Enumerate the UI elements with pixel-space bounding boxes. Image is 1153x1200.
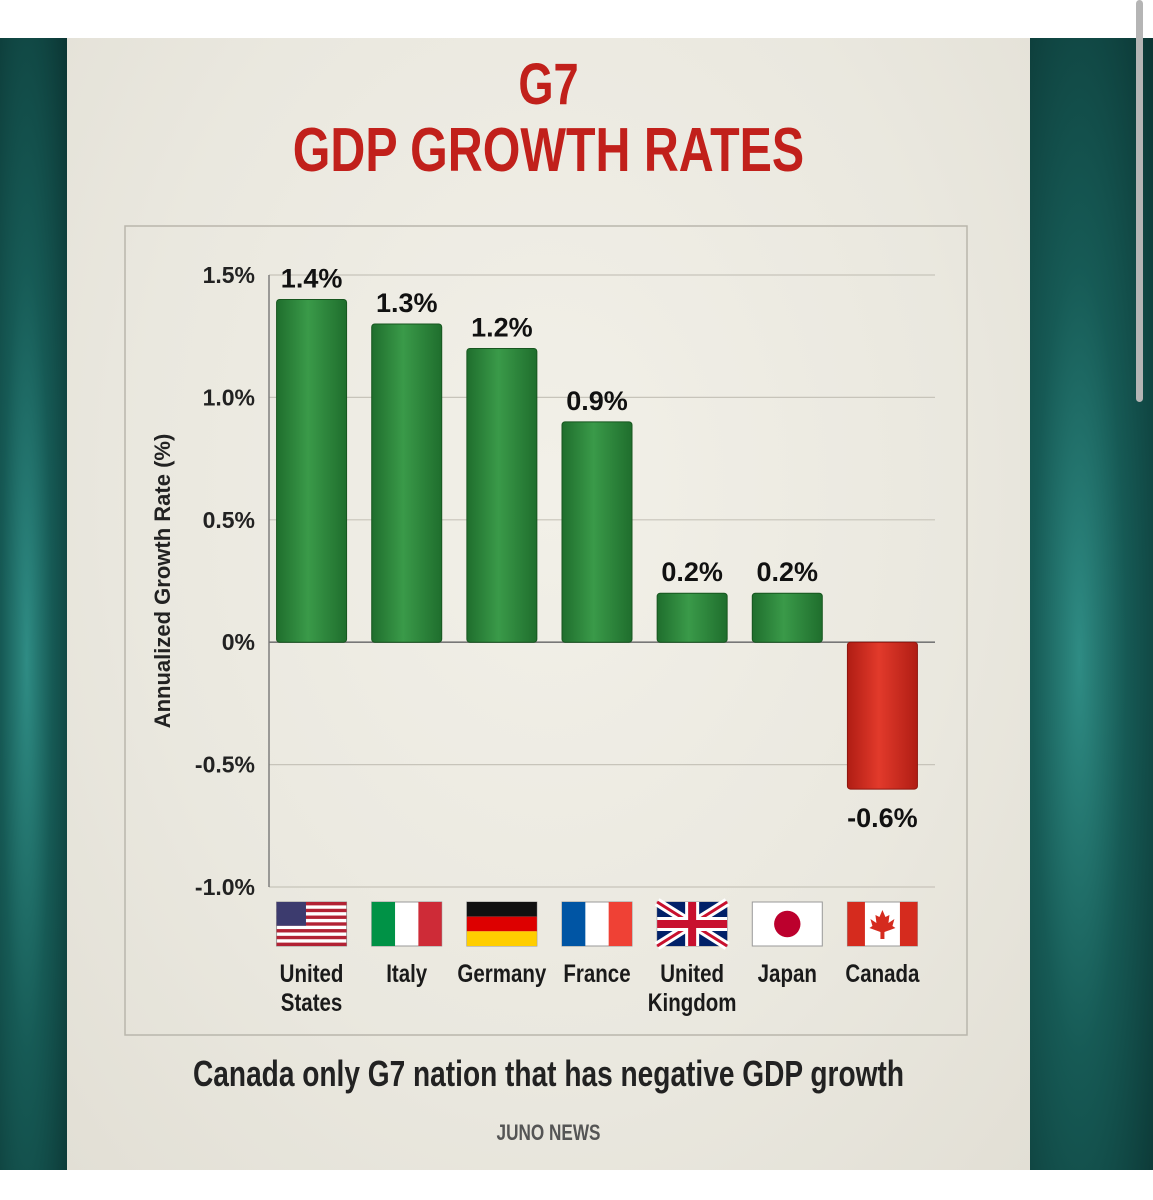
data-label: 0.9% bbox=[566, 386, 628, 416]
y-tick-label: -0.5% bbox=[195, 752, 255, 778]
chart-subtitle: GDP GROWTH RATES bbox=[292, 116, 805, 185]
infographic-card: G7 GDP GROWTH RATES 1.5% 1.0% 0.5% 0% -0.5% -… bbox=[67, 38, 1030, 1170]
category-label: United bbox=[660, 959, 724, 987]
y-tick-label: 1.5% bbox=[203, 262, 255, 288]
us-flag-icon bbox=[276, 901, 348, 947]
y-tick-label: -1.0% bbox=[195, 874, 255, 900]
uk-flag-icon bbox=[654, 898, 730, 950]
bar-united-kingdom bbox=[656, 592, 728, 643]
category-label: Germany bbox=[457, 959, 546, 987]
category-label: France bbox=[563, 959, 630, 987]
y-tick-label: 0% bbox=[222, 629, 255, 655]
category-label: United bbox=[280, 959, 344, 987]
canada-flag-icon bbox=[846, 901, 918, 947]
chart-caption: Canada only G7 nation that has negative … bbox=[193, 1053, 904, 1094]
chart-title: G7 bbox=[518, 52, 579, 117]
y-tick-label: 1.0% bbox=[203, 384, 255, 410]
france-flag-icon bbox=[561, 901, 633, 947]
data-label: 1.2% bbox=[471, 312, 533, 342]
japan-flag-icon bbox=[751, 901, 823, 947]
bar-germany bbox=[466, 347, 538, 643]
data-label: 0.2% bbox=[661, 557, 723, 587]
background-left bbox=[0, 38, 67, 1170]
chart-frame bbox=[124, 225, 968, 1036]
bar-italy bbox=[371, 323, 443, 643]
category-label: Kingdom bbox=[648, 988, 737, 1016]
bar-japan bbox=[751, 592, 823, 643]
data-label: 0.2% bbox=[757, 557, 819, 587]
source-label: JUNO NEWS bbox=[496, 1120, 601, 1145]
italy-flag-icon bbox=[371, 901, 443, 947]
scrollbar[interactable] bbox=[1136, 0, 1143, 402]
y-tick-label: 0.5% bbox=[203, 507, 255, 533]
y-axis-title: Annualized Growth Rate (%) bbox=[150, 434, 175, 729]
category-label: States bbox=[281, 988, 343, 1016]
germany-flag-icon bbox=[466, 901, 538, 947]
bar-chart: 1.5% 1.0% 0.5% 0% -0.5% -1.0% Annualized Growt… bbox=[124, 225, 968, 1036]
category-label: Canada bbox=[845, 959, 919, 987]
data-label: 1.3% bbox=[376, 288, 438, 318]
background-right bbox=[1030, 38, 1153, 1170]
category-label: Italy bbox=[386, 959, 427, 987]
bar-united-states bbox=[276, 298, 348, 643]
data-label: 1.4% bbox=[281, 263, 343, 293]
bar-canada bbox=[846, 641, 918, 790]
bar-france bbox=[561, 421, 633, 643]
category-label: Japan bbox=[758, 959, 817, 987]
data-label: -0.6% bbox=[847, 803, 918, 833]
